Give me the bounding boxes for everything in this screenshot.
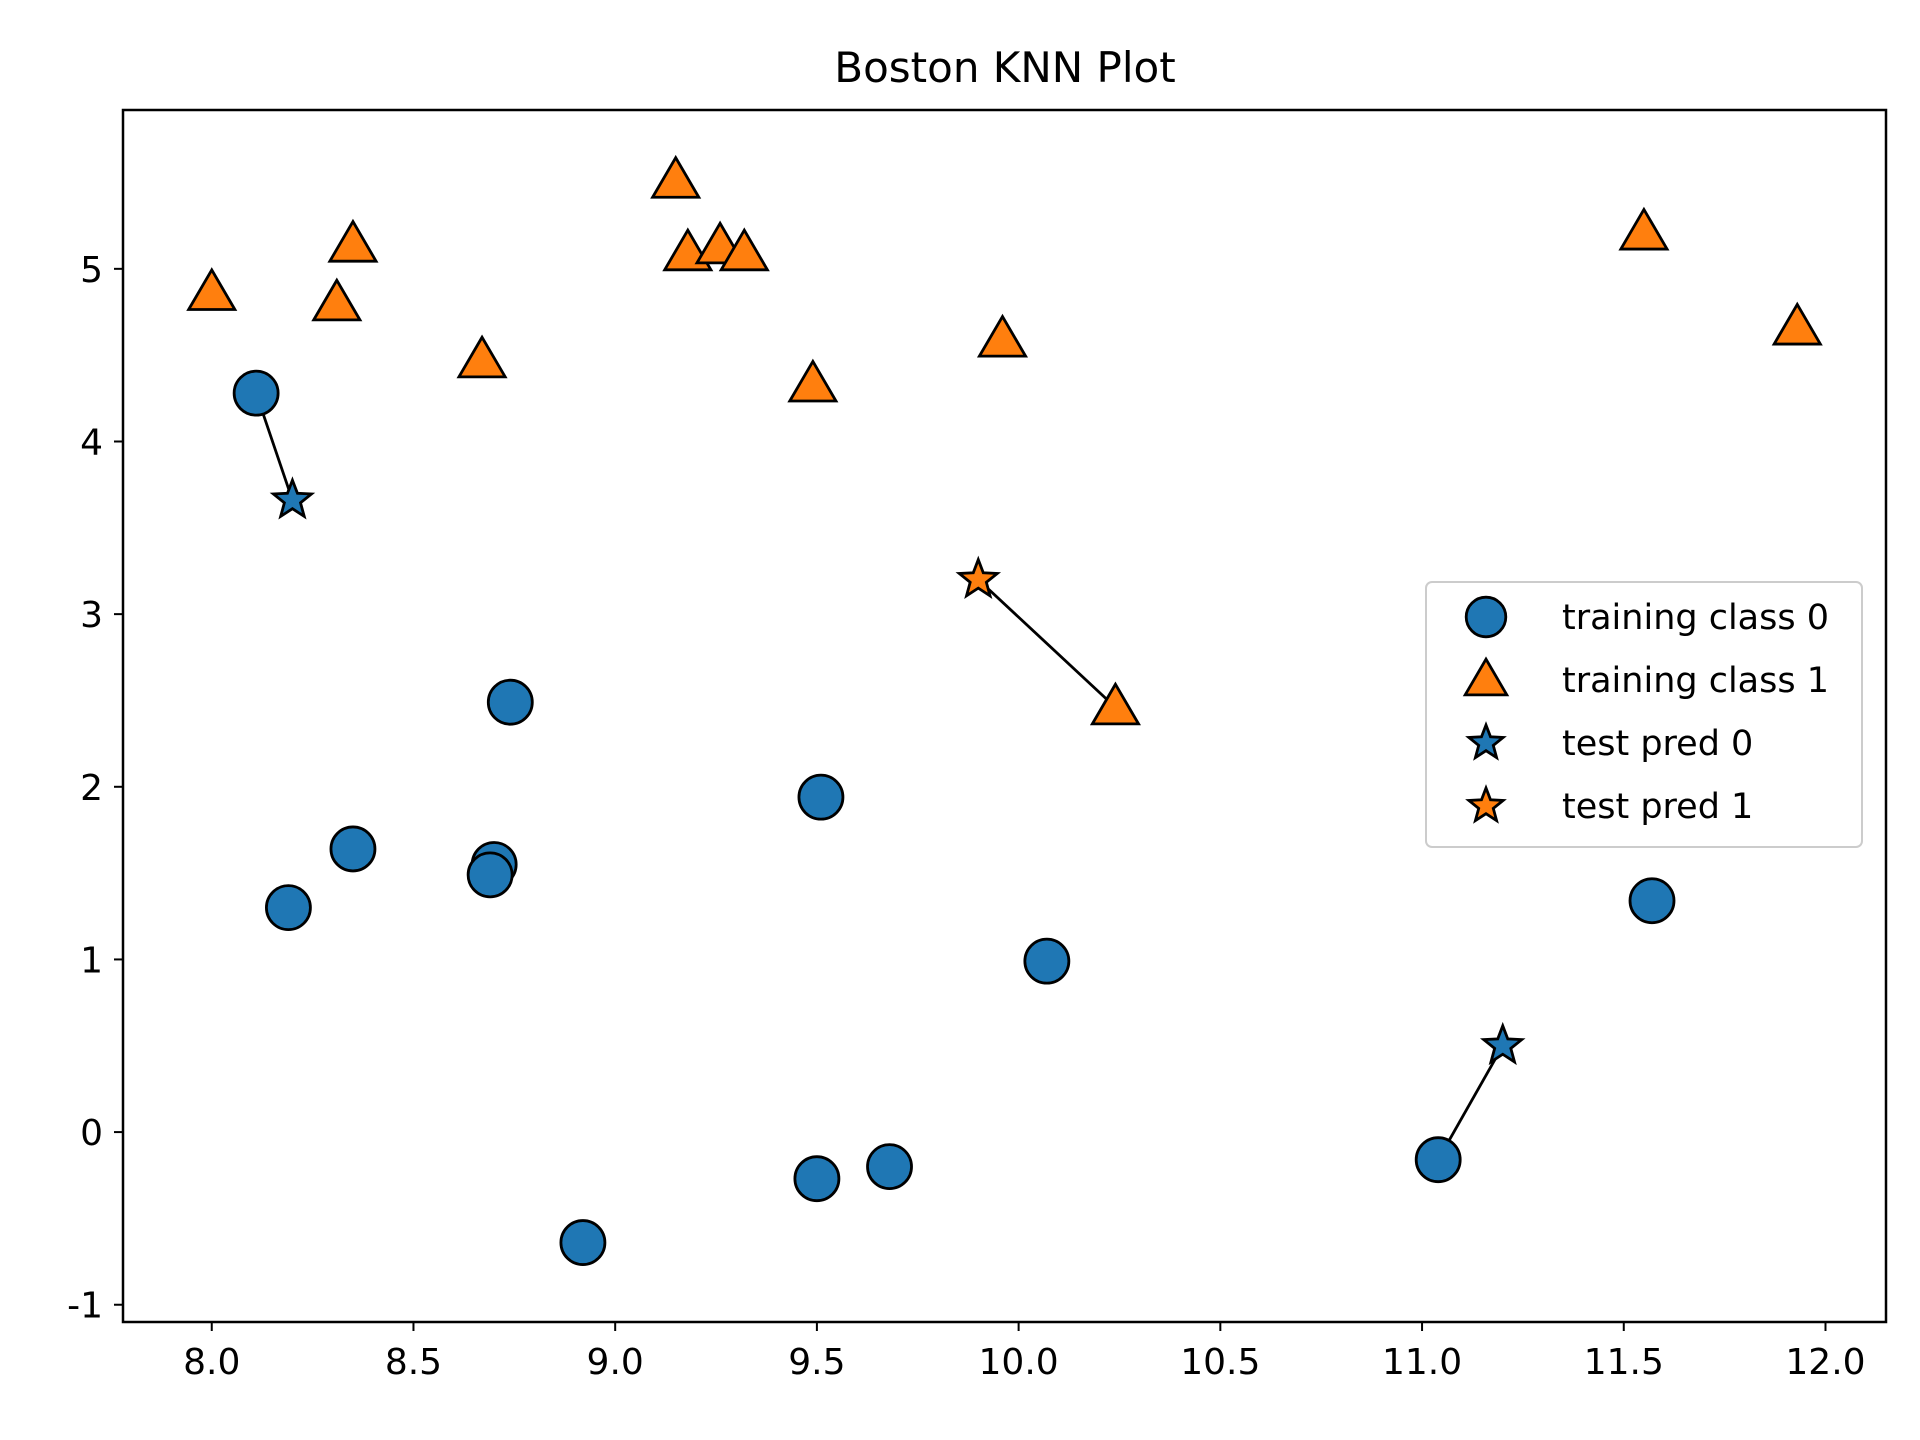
y-tick-label: -1: [67, 1286, 103, 1327]
legend: training class 0 training class 1 test pre…: [1425, 581, 1863, 848]
test-star-point: [955, 555, 1002, 599]
x-tick-label: 9.0: [587, 1342, 644, 1383]
class-0-point: [1628, 877, 1676, 925]
class-1-point: [1771, 301, 1823, 346]
class-1-point: [787, 358, 839, 403]
y-tick-label: 4: [80, 422, 103, 463]
class-1-point: [650, 154, 702, 199]
class-1-point: [1618, 206, 1670, 251]
neighbor-line: [977, 578, 1117, 709]
class-0-point: [466, 851, 514, 899]
class-0-point: [1023, 937, 1071, 985]
class-0-point: [866, 1143, 913, 1191]
class-0-point: [793, 1155, 841, 1203]
x-tick-label: 10.5: [1180, 1342, 1260, 1383]
legend-label: training class 0: [1562, 598, 1829, 638]
plot-frame: [121, 108, 1888, 1324]
legend-box: [1425, 581, 1863, 848]
class-1-point: [1089, 681, 1141, 726]
class-1-point: [976, 313, 1029, 358]
y-tick-label: 0: [80, 1113, 103, 1154]
class-1-point: [186, 267, 238, 311]
class-0-point: [265, 884, 312, 932]
y-axis-ticks: -1 0 1 2 3 4 5: [67, 250, 123, 1327]
legend-marker: [1464, 595, 1508, 639]
legend-label: test pred 0: [1562, 724, 1753, 764]
legend-marker: [1462, 656, 1510, 697]
x-tick-label: 8.0: [183, 1342, 240, 1383]
x-axis-ticks: 8.0 8.5 9.0 9.5 10.0 10.5 11.0 11.5 12.0: [183, 1322, 1866, 1383]
x-tick-label: 11.0: [1382, 1342, 1462, 1383]
y-tick-label: 3: [80, 595, 103, 636]
chart-title: Boston KNN Plot: [834, 43, 1175, 92]
x-tick-label: 12.0: [1785, 1342, 1865, 1383]
x-tick-label: 11.5: [1584, 1342, 1664, 1383]
legend-marker: [1465, 721, 1507, 761]
class-0-point: [1414, 1136, 1462, 1184]
legend-marker: [1465, 784, 1507, 824]
class-0-point: [486, 678, 534, 726]
x-tick-label: 10.0: [979, 1342, 1059, 1383]
y-tick-label: 5: [80, 250, 103, 291]
class-1-point: [311, 277, 363, 322]
class-0-point: [232, 369, 280, 417]
class-0-point: [559, 1219, 607, 1266]
class-0-point: [329, 825, 377, 873]
x-tick-label: 8.5: [385, 1342, 442, 1383]
test-star-point: [1479, 1021, 1526, 1066]
legend-label: test pred 1: [1562, 787, 1753, 827]
y-tick-label: 2: [80, 768, 103, 809]
data-points-layer: [186, 154, 1823, 1266]
test-star-point: [269, 476, 316, 520]
class-1-point: [718, 227, 770, 272]
class-1-point: [327, 218, 379, 263]
y-tick-label: 1: [80, 940, 103, 981]
legend-label: training class 1: [1562, 661, 1829, 701]
class-1-point: [456, 334, 508, 379]
class-0-point: [797, 773, 845, 821]
x-tick-label: 9.5: [788, 1342, 845, 1383]
